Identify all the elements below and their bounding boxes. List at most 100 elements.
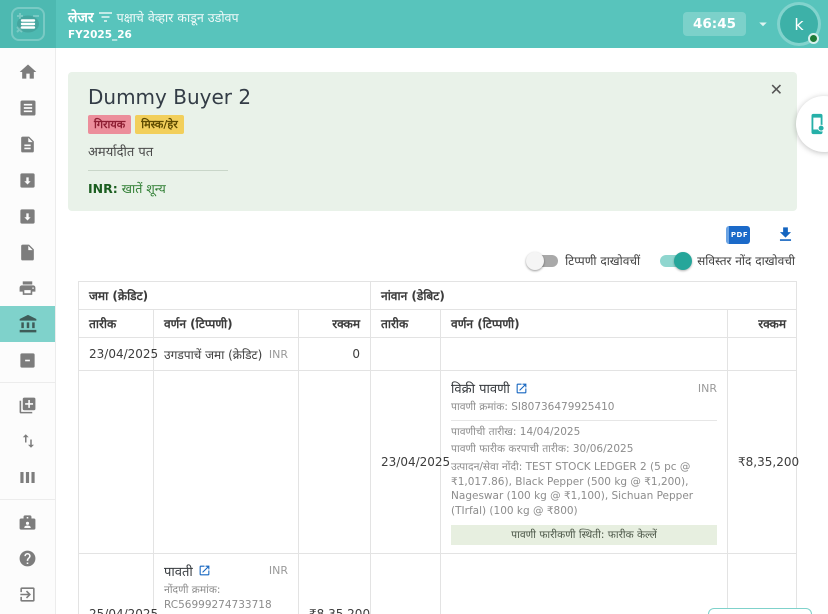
sale-due-date: पावणी फारीक करपाची तारीक: 30/06/2025 xyxy=(451,443,634,456)
sale-title: विक्री पावणी xyxy=(451,382,510,397)
sale-desc-cell: विक्री पावणी INR पावणी क्रमांक: SI807364… xyxy=(440,370,729,554)
menu-button[interactable] xyxy=(0,0,56,48)
badge-icon xyxy=(19,514,36,530)
bank-icon xyxy=(19,314,36,333)
sale-date: 23/04/2025 xyxy=(370,370,450,554)
empty-cell xyxy=(297,370,372,554)
home-icon xyxy=(19,64,36,79)
columns-icon xyxy=(20,471,35,483)
document-icon xyxy=(21,136,34,152)
credit-desc-header: वर्णन (टिप्पणी) xyxy=(153,309,299,338)
sale-currency: INR xyxy=(697,381,718,395)
fiscal-year-label: FY2025_26 xyxy=(68,28,132,41)
balance-value: खातें शून्य xyxy=(121,181,166,196)
sale-invoice-no: पावणी क्रमांक: SI80736479925410 xyxy=(451,401,615,413)
toggle-show-detailed[interactable]: सविस्तर नोंद दाखोवची xyxy=(660,251,796,270)
card-divider xyxy=(88,170,228,171)
receipt-amount: ₹8,35,200 xyxy=(297,552,372,614)
archive-icon xyxy=(20,352,35,368)
sidebar-item-printer[interactable] xyxy=(0,270,55,306)
receipt-desc-cell: पावती INR नोंदणी क्रमांक: RC569992747337… xyxy=(153,552,299,614)
toggle-detailed-label: सविस्तर नोंद दाखोवची xyxy=(697,254,796,268)
payment-status-band: पावणी फारीकणी स्थिती: फारीक केल्लें xyxy=(451,524,718,545)
sidebar-item-help[interactable] xyxy=(0,540,55,576)
balance-line: INR: खातें शून्य xyxy=(88,180,777,197)
close-icon[interactable]: ✕ xyxy=(769,80,784,99)
file-icon xyxy=(21,244,34,260)
session-timer: 46:45 xyxy=(683,12,746,36)
sidebar-item-badge[interactable] xyxy=(0,504,55,540)
sidebar-item-archive[interactable] xyxy=(0,342,55,378)
avatar[interactable]: k xyxy=(780,5,819,44)
pdf-export-icon[interactable]: PDF xyxy=(726,225,751,244)
cell-divider xyxy=(451,419,718,421)
partial-bottom-button[interactable] xyxy=(708,608,812,614)
inbox-download-icon xyxy=(20,208,35,224)
toggle-row: टिप्पणी दाखोवचीं सविस्तर नोंद दाखोवची xyxy=(56,251,796,270)
opening-amount: 0 xyxy=(297,337,372,371)
add-document-icon xyxy=(19,397,36,413)
table-row-opening: 23/04/2025 उगडपाचें जमा (क्रेडिट) INR 0 xyxy=(78,337,798,371)
rows-icon xyxy=(20,100,35,116)
sidebar-item-file[interactable] xyxy=(0,234,55,270)
debit-desc-header: वर्णन (टिप्पणी) xyxy=(440,309,729,338)
toggle-on-switch[interactable] xyxy=(660,251,693,270)
main-content: Dummy Buyer 2 गिरायक मिस्क/हेर अमर्यादीत… xyxy=(56,48,828,614)
table-row-receipt: 25/04/2025 पावती INR नोंदणी क्रमांक: RC5… xyxy=(78,552,798,614)
toggle-show-notes[interactable]: टिप्पणी दाखोवचीं xyxy=(526,251,640,270)
sidebar-item-document[interactable] xyxy=(0,126,55,162)
opening-desc: उगडपाचें जमा (क्रेडिट) xyxy=(164,347,263,362)
toggle-off-switch[interactable] xyxy=(526,251,559,270)
buyer-card: Dummy Buyer 2 गिरायक मिस्क/हेर अमर्यादीत… xyxy=(68,72,798,211)
ledger-table: जमा (क्रेडिट) नांवान (डेबिट) तारीक वर्णन… xyxy=(77,281,799,614)
logout-icon xyxy=(20,586,35,602)
topbar-right: 46:45 k xyxy=(683,5,828,44)
tag-misc: मिस्क/हेर xyxy=(135,115,184,134)
sidebar-item-inbox-1[interactable] xyxy=(0,162,55,198)
debit-date-header: तारीक xyxy=(370,309,442,338)
column-header-row: तारीक वर्णन (टिप्पणी) रक्कम तारीक वर्णन … xyxy=(78,309,798,338)
download-icon[interactable] xyxy=(776,225,795,244)
sale-invoice-date: पावणीची तारीख: 14/04/2025 xyxy=(451,425,581,438)
buyer-name: Dummy Buyer 2 xyxy=(88,85,252,109)
sidebar-divider xyxy=(0,382,55,383)
credit-limit-note: अमर्यादीत पत xyxy=(88,145,154,160)
credit-amount-header: रक्कम xyxy=(297,309,372,338)
receipt-currency: INR xyxy=(268,564,288,578)
external-link-icon[interactable] xyxy=(198,564,211,577)
debit-amount-header: रक्कम xyxy=(727,309,798,338)
external-link-icon[interactable] xyxy=(515,382,528,395)
chevron-down-icon[interactable] xyxy=(754,15,772,33)
balance-currency-label: INR: xyxy=(88,181,118,196)
avatar-initial: k xyxy=(794,14,804,34)
receipt-registration-no: नोंदणी क्रमांक: RC56999274733718 xyxy=(164,583,272,611)
tag-customer: गिरायक xyxy=(88,115,132,134)
credit-group-header: जमा (क्रेडिट) xyxy=(77,281,372,310)
mobile-device-icon xyxy=(811,113,825,135)
debit-group-header: नांवान (डेबिट) xyxy=(370,281,798,310)
empty-cell xyxy=(440,337,729,371)
opening-date: 23/04/2025 xyxy=(78,337,158,371)
header-titles: लेजर पक्षाचे वेव्हार काडून उडोवप FY2025_… xyxy=(68,8,239,41)
sidebar-item-bank-active[interactable] xyxy=(0,306,55,342)
sidebar-item-inbox-2[interactable] xyxy=(0,198,55,234)
sidebar-item-home[interactable] xyxy=(0,54,55,90)
sidebar-item-logout[interactable] xyxy=(0,576,55,612)
sidebar-item-import-export[interactable] xyxy=(0,423,55,459)
sidebar-divider xyxy=(0,499,55,500)
printer-icon xyxy=(19,280,36,295)
empty-cell xyxy=(370,552,442,614)
help-icon xyxy=(19,550,36,566)
sidebar-item-ledger[interactable] xyxy=(0,90,55,126)
export-toolbar: PDF xyxy=(56,225,795,244)
sidebar-item-add-document[interactable] xyxy=(0,387,55,423)
top-bar: लेजर पक्षाचे वेव्हार काडून उडोवप FY2025_… xyxy=(0,0,828,48)
import-export-icon xyxy=(22,434,34,448)
sidebar-item-columns[interactable] xyxy=(0,459,55,495)
calculator-logo-icon xyxy=(11,7,45,41)
filter-icon xyxy=(98,11,112,23)
tag-row: गिरायक मिस्क/हेर xyxy=(88,115,777,134)
empty-cell xyxy=(370,337,442,371)
page-subtitle: पक्षाचे वेव्हार काडून उडोवप xyxy=(116,9,239,25)
